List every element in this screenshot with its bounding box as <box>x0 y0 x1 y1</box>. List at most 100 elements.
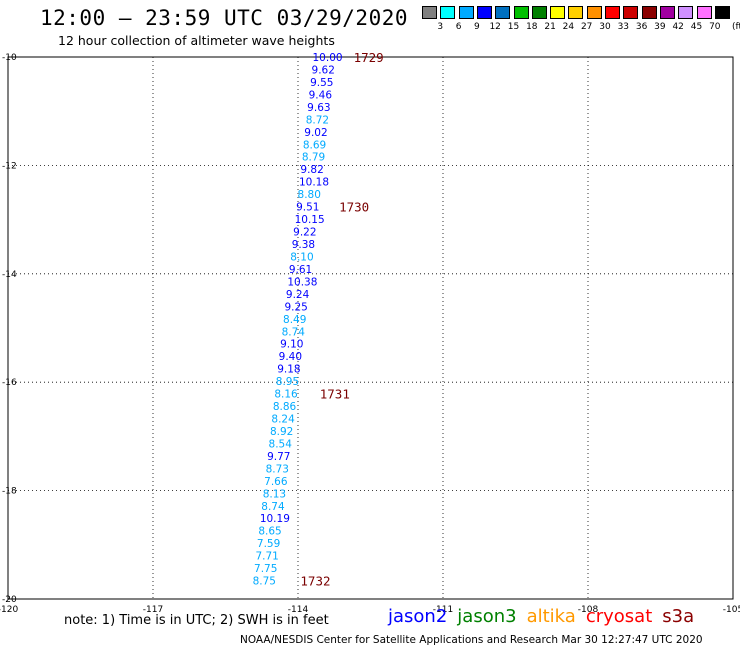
map-frame <box>7 56 734 600</box>
legend-label: 39 <box>654 22 666 32</box>
legend-swatch <box>696 6 712 19</box>
map-subtitle: 12 hour collection of altimeter wave hei… <box>58 33 335 48</box>
legend-label: 9 <box>474 22 480 32</box>
wave-height-value: 8.54 <box>269 438 293 450</box>
wave-height-value: 9.22 <box>293 227 316 239</box>
wave-height-value: 8.73 <box>266 463 289 475</box>
footer-note: note: 1) Time is in UTC; 2) SWH is in fe… <box>64 613 329 628</box>
wave-height-value: 7.71 <box>255 551 278 563</box>
wave-height-value: 8.74 <box>261 501 285 513</box>
wave-height-value: 9.62 <box>312 64 335 76</box>
legend-swatch <box>531 6 547 19</box>
wave-height-value: 7.66 <box>264 476 288 488</box>
longitude-tick-label: -108 <box>578 605 599 615</box>
wave-height-value: 8.79 <box>302 152 325 164</box>
wave-height-value: 8.49 <box>283 314 306 326</box>
latitude-tick-label: -14 <box>2 270 17 280</box>
legend-swatch <box>495 6 511 19</box>
legend-swatch <box>550 6 566 19</box>
legend-label: 36 <box>635 22 648 32</box>
wave-height-value: 9.77 <box>267 451 290 463</box>
pass-cycle-label: 1732 <box>300 574 330 589</box>
wave-height-value: 9.82 <box>300 164 323 176</box>
legend-swatch <box>458 6 474 19</box>
satellite-s3a: s3a <box>662 606 695 627</box>
satellite-cryosat: cryosat <box>585 606 653 627</box>
legend-swatch <box>605 6 620 19</box>
legend-label: 45 <box>690 22 703 32</box>
wave-height-value: 10.00 <box>313 52 343 64</box>
latitude-tick-label: -12 <box>2 161 17 171</box>
wave-height-value: 9.18 <box>277 364 300 376</box>
latitude-tick-label: -18 <box>2 487 17 497</box>
wave-height-value: 9.38 <box>292 239 315 251</box>
wave-height-value: 7.75 <box>254 563 277 575</box>
wave-height-value: 8.92 <box>270 426 293 438</box>
legend-label: 15 <box>507 22 520 32</box>
legend-label: 24 <box>562 22 575 32</box>
pass-cycle-label: 1730 <box>339 200 369 215</box>
wave-height-value: 8.80 <box>298 189 321 201</box>
legend-label: 27 <box>580 22 593 32</box>
latitude-tick-label: -20 <box>2 595 17 605</box>
wave-height-value: 9.02 <box>304 127 327 139</box>
wave-height-value: 9.51 <box>296 202 319 214</box>
longitude-tick-label: -114 <box>288 605 309 615</box>
latitude-tick-label: -10 <box>2 53 17 63</box>
legend-label: 21 <box>544 22 556 32</box>
wave-height-value: 8.75 <box>253 576 276 588</box>
wave-height-value: 8.65 <box>258 526 281 538</box>
legend-label: 12 <box>489 22 501 32</box>
legend-swatch <box>659 6 675 19</box>
wave-height-value: 9.10 <box>280 339 303 351</box>
legend-label: 3 <box>437 22 444 32</box>
wave-height-value: 9.24 <box>286 289 310 301</box>
latitude-tick-label: -16 <box>2 378 17 388</box>
map-title: 12:00 – 23:59 UTC 03/29/2020 <box>40 6 409 30</box>
wave-height-value: 8.10 <box>290 251 313 263</box>
credit-line: NOAA/NESDIS Center for Satellite Applica… <box>240 634 703 646</box>
wave-height-value: 8.24 <box>271 414 295 426</box>
wave-height-value: 8.72 <box>306 114 329 126</box>
satellite-jason3: jason3 <box>457 606 517 627</box>
legend-label: 70 <box>709 22 721 32</box>
legend-label: 33 <box>617 22 630 32</box>
legend-label: 6 <box>455 22 462 32</box>
legend-label: 18 <box>526 22 538 32</box>
longitude-tick-label: -120 <box>0 605 18 615</box>
wave-height-value: 8.13 <box>263 488 286 500</box>
pass-cycle-label: 1731 <box>320 387 350 402</box>
wave-height-value: 9.63 <box>307 102 330 114</box>
wave-height-value: 8.74 <box>282 326 306 338</box>
satellite-altika: altika <box>526 606 576 627</box>
legend-swatch <box>440 6 456 19</box>
legend-swatch <box>513 6 529 19</box>
wave-height-value: 10.19 <box>260 513 290 525</box>
wave-height-value: 10.38 <box>287 276 317 288</box>
wave-height-value: 10.15 <box>295 214 325 226</box>
wave-height-value: 8.16 <box>274 389 298 401</box>
longitude-tick-label: -111 <box>433 605 453 615</box>
wave-height-value: 9.61 <box>289 264 312 276</box>
legend-label: 42 <box>672 22 684 32</box>
legend-swatch <box>678 6 694 19</box>
legend-swatch <box>476 6 492 19</box>
legend-label: 30 <box>599 22 611 32</box>
wave-height-value: 8.95 <box>276 376 299 388</box>
wave-height-value: 10.18 <box>299 177 329 189</box>
longitude-tick-label: -117 <box>143 605 163 615</box>
wave-height-value: 8.86 <box>273 401 297 413</box>
longitude-tick-label: -105 <box>723 605 740 615</box>
legend-unit: (ft) <box>732 22 740 32</box>
legend-swatch <box>568 6 584 19</box>
legend-swatch <box>623 6 639 19</box>
wave-height-value: 9.25 <box>284 301 307 313</box>
wave-height-value: 9.46 <box>309 89 333 101</box>
satellite-legend: jason2 jason3 altika cryosat s3a <box>388 606 704 627</box>
wave-height-value: 9.55 <box>310 77 333 89</box>
pass-cycle-label: 1729 <box>354 50 384 65</box>
legend-swatch <box>586 6 602 19</box>
satellite-jason2: jason2 <box>388 606 448 627</box>
wave-height-value: 9.40 <box>279 351 302 363</box>
